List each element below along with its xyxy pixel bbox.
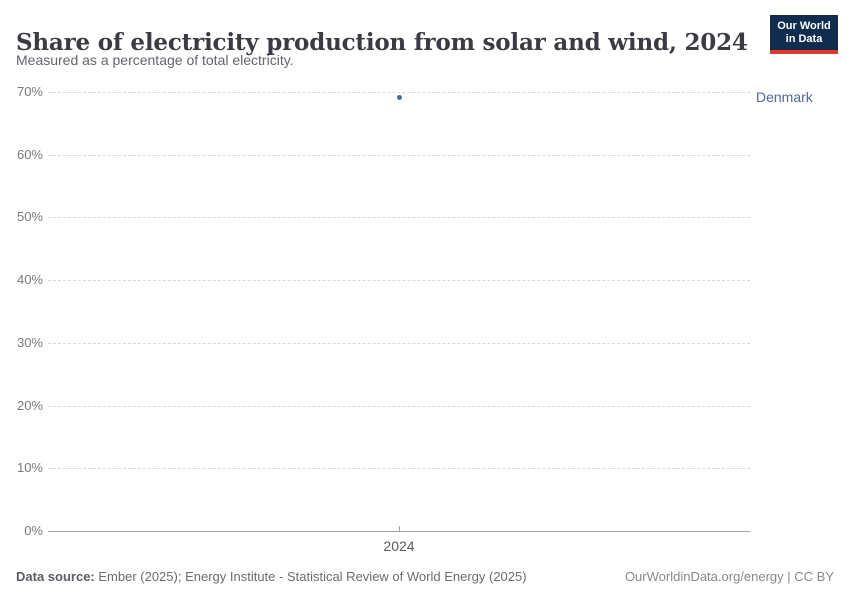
x-tick-label-2024: 2024 [383,538,415,554]
data-source-line: Data source: Ember (2025); Energy Instit… [16,569,527,584]
chart-footer: Data source: Ember (2025); Energy Instit… [16,569,834,585]
y-tick-label-10: 10% [16,460,43,475]
y-tick-label-20: 20% [16,398,43,413]
gridline-30 [48,343,750,344]
chart-subtitle: Measured as a percentage of total electr… [16,52,294,68]
y-tick-label-40: 40% [16,272,43,287]
owid-logo-line1: Our World [777,20,831,32]
y-tick-label-70: 70% [16,84,43,99]
data-source-text: Ember (2025); Energy Institute - Statist… [94,569,527,584]
data-source-label: Data source: [16,569,95,584]
page-title: Share of electricity production from sol… [16,29,748,57]
gridline-40 [48,280,750,281]
y-tick-label-50: 50% [16,209,43,224]
gridline-70 [48,92,750,93]
gridline-10 [48,468,750,469]
series-label-denmark[interactable]: Denmark [756,89,813,105]
y-tick-label-0: 0% [24,523,43,538]
x-axis-line [48,531,750,532]
owid-logo[interactable]: Our World in Data [770,15,838,54]
x-tick-mark-2024 [399,526,400,531]
y-tick-label-30: 30% [16,335,43,350]
gridline-60 [48,155,750,156]
data-point-denmark-2024[interactable] [397,95,402,100]
gridline-20 [48,406,750,407]
credit-line[interactable]: OurWorldinData.org/energy | CC BY [624,569,834,584]
gridline-50 [48,217,750,218]
y-tick-label-60: 60% [16,147,43,162]
owid-logo-line2: in Data [785,33,823,45]
